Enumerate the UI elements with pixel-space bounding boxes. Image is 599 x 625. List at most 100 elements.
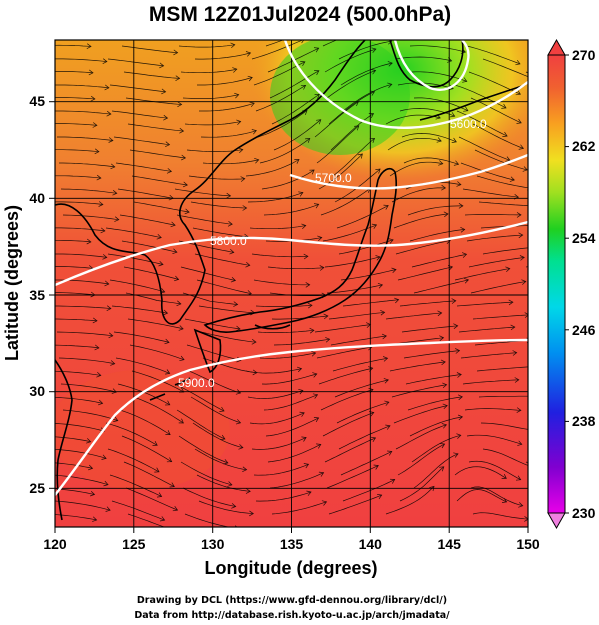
streamline-arrow	[461, 252, 468, 258]
streamline-arrow	[92, 122, 98, 128]
streamline	[194, 448, 247, 471]
contour-5600	[393, 40, 470, 91]
streamline	[538, 227, 594, 228]
streamline-arrow	[463, 277, 470, 284]
streamline-arrow	[159, 62, 165, 69]
streamline-arrow	[249, 101, 255, 108]
streamline-arrow	[516, 407, 522, 413]
streamline-arrow	[235, 389, 242, 395]
streamline-arrow	[105, 506, 111, 512]
streamline-arrow	[325, 337, 331, 343]
streamline	[200, 331, 257, 343]
streamline-arrow	[577, 467, 581, 472]
streamline	[454, 84, 507, 109]
streamline-arrow	[442, 382, 448, 389]
streamline	[409, 416, 463, 437]
streamline-arrow	[592, 248, 596, 253]
streamline	[188, 175, 245, 180]
streamline-arrow	[441, 423, 448, 429]
plot-area: 5600.0 5700.0 5800.0 5900.0	[55, 40, 598, 527]
colorbar-min-arrow	[547, 512, 566, 530]
contour-5800	[55, 220, 528, 287]
streamline	[129, 149, 186, 159]
x-tick-label: 145	[438, 536, 462, 552]
streamline	[409, 45, 466, 53]
streamline-arrow	[440, 359, 446, 366]
streamline-arrow	[229, 248, 235, 255]
streamline	[330, 335, 387, 346]
streamline	[121, 435, 172, 463]
streamline	[257, 110, 308, 138]
streamline-arrow	[391, 267, 397, 274]
streamline-arrow	[156, 234, 162, 240]
streamline	[55, 149, 99, 153]
streamline	[328, 311, 385, 320]
streamline-arrow	[163, 309, 169, 316]
streamline	[119, 409, 171, 435]
streamline-arrow	[300, 61, 306, 66]
streamline-arrow	[220, 434, 226, 441]
streamline-arrow	[387, 61, 393, 67]
streamline	[125, 487, 178, 511]
streamline	[314, 101, 359, 138]
streamline	[389, 161, 443, 177]
streamline-arrow	[294, 159, 300, 164]
contour-label-5800: 5800.0	[210, 234, 247, 248]
streamline-arrow	[170, 221, 176, 228]
streamline-arrow	[451, 137, 457, 143]
x-tick-label: 150	[516, 536, 540, 552]
streamline	[322, 224, 377, 242]
streamline-arrow	[303, 463, 310, 469]
streamline	[316, 346, 372, 359]
streamline	[180, 461, 232, 486]
streamline	[55, 344, 99, 349]
streamline-arrow	[158, 260, 164, 267]
streamline-arrow	[453, 323, 459, 329]
streamline-arrow	[101, 454, 107, 460]
streamline	[197, 77, 253, 86]
streamline-arrow	[385, 424, 391, 430]
streamline-arrow	[97, 399, 104, 406]
streamline	[255, 304, 313, 307]
colorbar: 230 238 246 254 262 270	[547, 38, 596, 530]
streamline	[59, 162, 115, 168]
streamline-arrow	[238, 444, 244, 450]
streamline	[336, 401, 390, 424]
streamline-arrow	[232, 67, 238, 73]
streamline	[468, 71, 521, 95]
streamline	[468, 460, 521, 481]
streamline-arrow	[245, 51, 252, 57]
streamline-arrow	[177, 101, 183, 108]
streamline-arrow	[313, 47, 320, 53]
streamline-arrow	[579, 284, 583, 289]
streamline	[336, 205, 389, 229]
streamline-arrow	[247, 75, 253, 82]
streamline	[389, 361, 446, 372]
streamline	[123, 71, 180, 79]
streamline-arrow	[316, 443, 322, 449]
streamline-arrow	[230, 276, 237, 283]
streamline	[385, 114, 441, 125]
streamline-arrow	[87, 464, 94, 471]
streamline	[109, 474, 162, 497]
streamline	[460, 352, 517, 359]
streamline	[342, 479, 395, 502]
streamline	[322, 412, 374, 437]
streamline-arrow	[242, 205, 248, 211]
streamline	[265, 40, 284, 47]
streamline-arrow	[394, 297, 400, 304]
streamline	[55, 279, 109, 285]
streamline-arrow	[301, 436, 307, 442]
streamline-arrow	[387, 82, 393, 88]
streamline	[476, 175, 528, 189]
streamline	[200, 130, 257, 138]
streamline	[342, 83, 392, 112]
streamline-arrow	[313, 203, 320, 209]
colorbar-tick-label: 238	[572, 413, 596, 429]
streamline-arrow	[227, 481, 233, 487]
streamline	[111, 305, 168, 314]
streamline-arrow	[594, 123, 598, 128]
streamline-arrow	[577, 113, 582, 118]
streamline-arrow	[306, 490, 312, 496]
streamline-arrow	[388, 238, 394, 244]
